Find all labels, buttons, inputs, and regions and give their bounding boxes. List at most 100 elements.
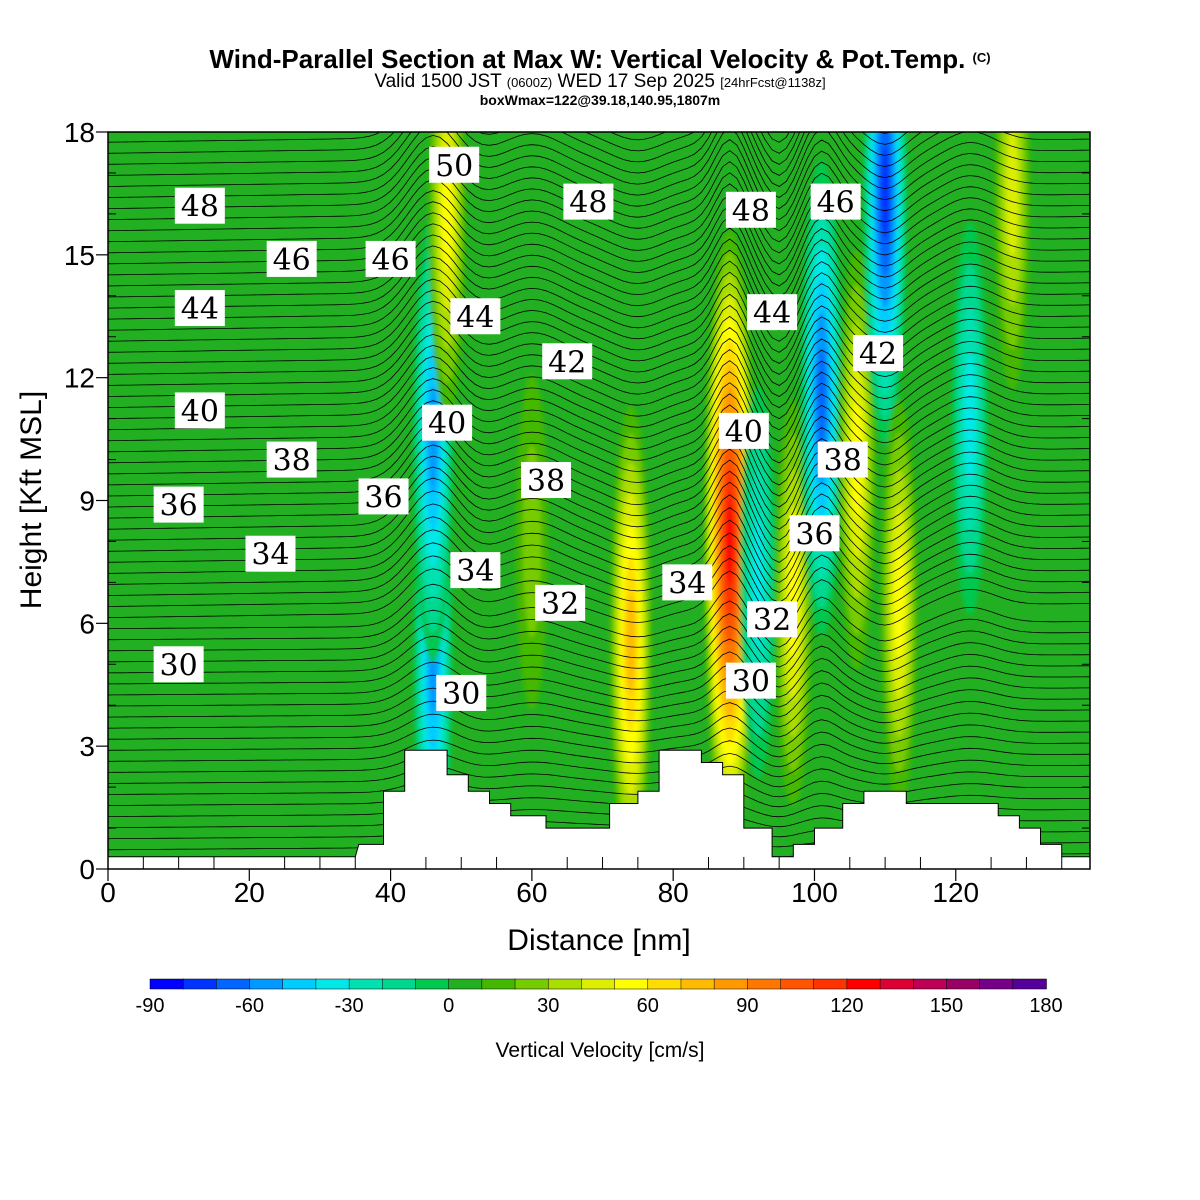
theta-label-box-17 [817, 441, 868, 478]
theta-contour-line-64 [108, 132, 1090, 176]
theta-label-20: 36 [789, 515, 840, 552]
theta-contour-line-17 [108, 635, 1090, 688]
chart-title-tag: (C) [972, 50, 991, 65]
colorbar-swatch-26 [1012, 978, 1047, 990]
theta-contour-line-5 [108, 791, 1090, 808]
theta-label-text-28: 30 [732, 665, 770, 700]
theta-contour-line-65 [108, 132, 923, 165]
theta-contour-line-56 [108, 179, 1090, 265]
theta-contour-line-22 [108, 568, 1090, 633]
valid-time: Valid 1500 JST [374, 71, 502, 92]
theta-contour-line-25 [108, 529, 1090, 603]
theta-contour-line-51 [108, 234, 1090, 320]
theta-label-box-9 [747, 294, 798, 331]
y-tick-label-3: 9 [79, 486, 95, 517]
theta-label-box-15 [266, 441, 317, 478]
theta-label-text-13: 40 [428, 407, 466, 442]
theta-label-text-17: 38 [824, 444, 862, 479]
colorbar-swatch-9 [448, 978, 483, 990]
colorbar-swatch-23 [913, 978, 948, 990]
theta-label-24: 32 [535, 584, 586, 622]
w-feature-4-level-7 [626, 593, 636, 694]
theta-label-text-21: 34 [251, 538, 289, 573]
colorbar-swatch-19 [780, 978, 815, 990]
w-feature-11-level-5 [894, 546, 905, 659]
colorbar-swatch-17 [713, 978, 749, 990]
theta-label-19: 36 [358, 478, 409, 515]
box-info: boxWmax=122@39.18,140.95,1807m [479, 92, 721, 108]
valid-utc: (0600Z) [506, 75, 553, 90]
theta-contour-line-30 [108, 466, 1090, 552]
theta-label-box-16 [521, 462, 572, 499]
x-tick-label-6: 120 [932, 877, 979, 908]
theta-label-box-5 [725, 191, 776, 228]
theta-label-text-26: 30 [160, 648, 198, 683]
theta-contour-line-6 [108, 778, 1090, 798]
theta-contour-line-8 [108, 752, 1090, 778]
theta-label-10: 42 [542, 343, 593, 380]
theta-contour-line-69 [108, 36, 1090, 120]
colorbar-swatch-12 [547, 978, 583, 990]
theta-contour-line-15 [108, 661, 1090, 708]
theta-contour-line-9 [108, 739, 1090, 768]
theta-contour-line-39 [108, 367, 1090, 453]
theta-label-text-25: 32 [753, 603, 791, 638]
colorbar-swatch-18 [747, 978, 782, 990]
theta-label-0: 48 [174, 187, 225, 225]
y-tick-label-2: 6 [79, 608, 95, 639]
theta-label-text-0: 48 [181, 190, 219, 225]
theta-label-text-3: 50 [435, 149, 473, 184]
x-tick-label-0: 0 [100, 877, 116, 908]
theta-contour-line-43 [108, 322, 1090, 409]
y-tick-label-0: 0 [79, 854, 95, 885]
theta-label-box-4 [563, 183, 614, 220]
colorbar-tick-label-6: 90 [736, 995, 758, 1017]
theta-contour-line-38 [108, 378, 1090, 464]
theta-label-11: 42 [853, 335, 904, 372]
theta-contour-line-42 [108, 333, 1090, 420]
theta-label-text-22: 34 [456, 554, 494, 589]
theta-label-15: 38 [266, 441, 317, 479]
theta-contour-line-48 [108, 267, 1090, 353]
theta-contour-line-13 [108, 687, 1090, 728]
theta-contour-line-63 [108, 132, 1090, 187]
theta-label-21: 34 [245, 535, 296, 573]
theta-label-6: 46 [810, 183, 861, 221]
theta-label-box-2 [365, 240, 416, 277]
theta-label-box-3 [429, 146, 480, 183]
theta-label-box-24 [535, 584, 586, 621]
colorbar-tick-label-3: 0 [443, 995, 454, 1017]
colorbar-swatch-15 [647, 978, 682, 990]
theta-label-27: 30 [436, 674, 487, 712]
theta-contour-line-46 [108, 289, 1090, 375]
theta-label-text-27: 30 [442, 677, 480, 712]
colorbar-swatch-20 [813, 978, 848, 990]
theta-label-7: 44 [174, 290, 225, 327]
x-tick-label-5: 100 [791, 877, 838, 908]
theta-label-3: 50 [429, 146, 480, 184]
theta-label-4: 48 [563, 183, 614, 221]
colorbar-swatch-5 [315, 978, 350, 990]
theta-contour-line-16 [108, 648, 1090, 698]
colorbar-swatch-22 [879, 978, 915, 990]
theta-label-9: 44 [747, 294, 798, 331]
theta-contour-line-62 [108, 132, 1090, 198]
theta-label-box-25 [747, 601, 798, 638]
colorbar-tick-label-0: -90 [136, 995, 165, 1017]
colorbar-swatch-3 [249, 978, 284, 990]
theta-contour-line-57 [108, 168, 1090, 254]
theta-label-box-12 [174, 392, 225, 429]
colorbar-swatch-11 [514, 978, 549, 990]
theta-label-text-9: 44 [753, 296, 791, 331]
theta-label-box-8 [450, 298, 501, 335]
theta-label-box-28 [725, 662, 776, 699]
theta-label-26: 30 [153, 646, 204, 683]
theta-label-text-18: 36 [160, 489, 198, 524]
colorbar-tick-label-2: -30 [335, 995, 364, 1017]
w-feature-10-level-8 [880, 145, 890, 242]
theta-contour-line-68 [108, 47, 1090, 131]
theta-label-text-15: 38 [273, 444, 311, 479]
theta-contour-line-20 [108, 596, 1090, 658]
theta-label-box-18 [153, 486, 204, 523]
